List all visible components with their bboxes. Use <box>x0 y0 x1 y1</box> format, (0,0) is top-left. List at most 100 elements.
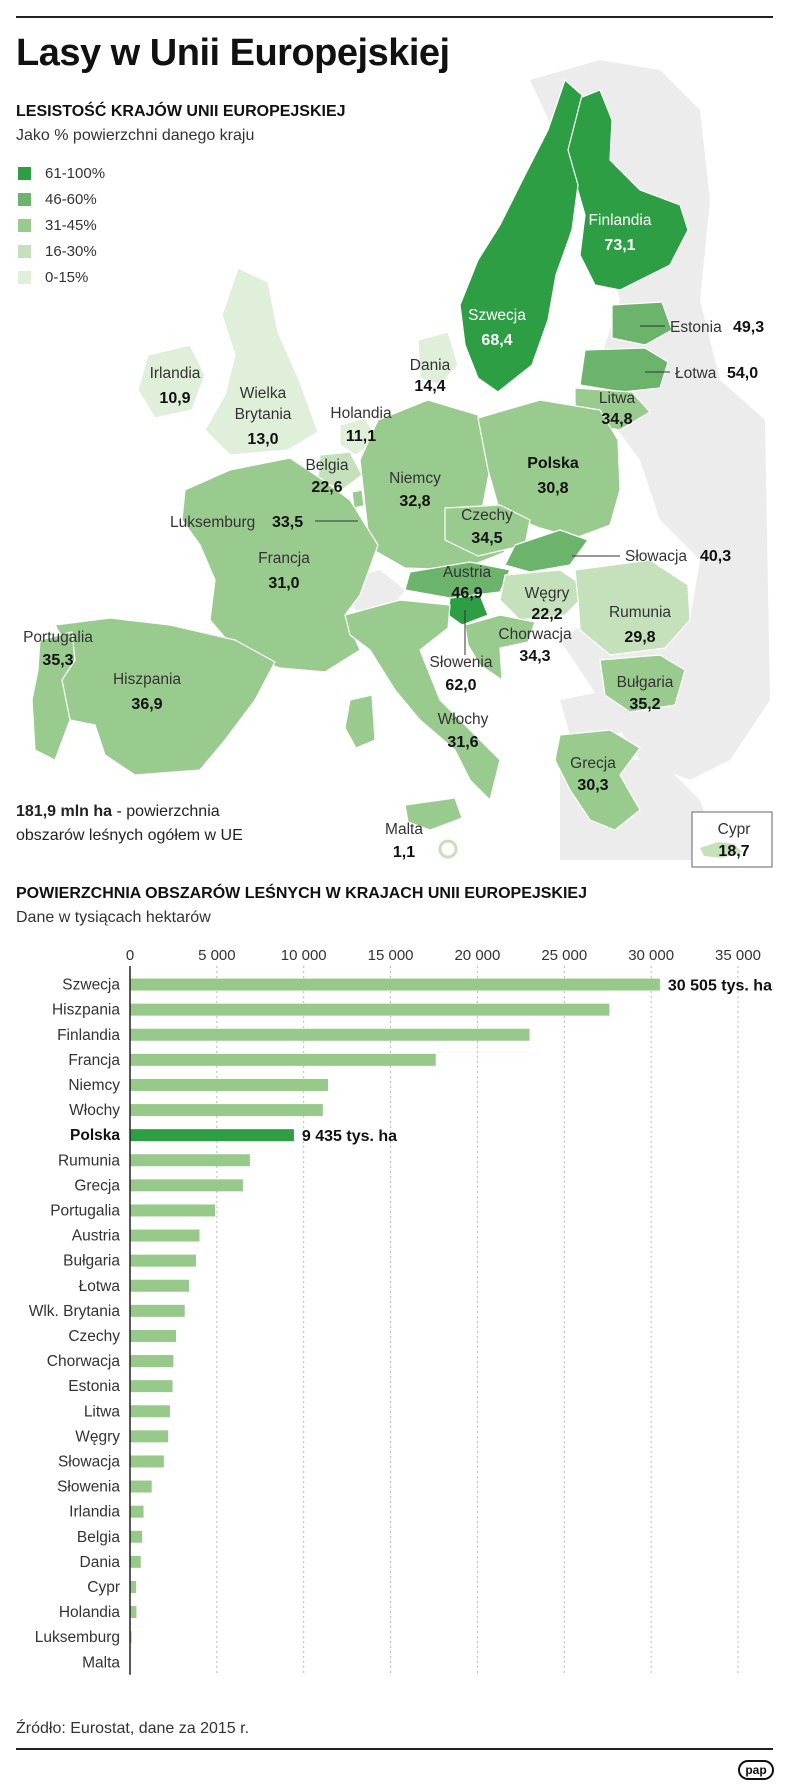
bar-1 <box>130 1003 610 1016</box>
map-val-finlandia: 73,1 <box>604 237 635 254</box>
category-label: Finlandia <box>57 1027 120 1044</box>
map-val-bulgaria: 35,2 <box>629 696 660 713</box>
legend-swatch <box>18 270 31 284</box>
map-name-wegry: Węgry <box>525 585 570 602</box>
country-chorwacja <box>464 614 536 681</box>
country-lotwa <box>579 347 669 393</box>
map-name-hiszpania: Hiszpania <box>113 671 181 688</box>
chart-tick-labels: 0 5 000 10 000 15 000 20 000 25 000 30 000 35 0… <box>126 947 761 964</box>
forest-area-bar-chart: 0 5 000 10 000 15 000 20 000 25 000 30 000 35 0… <box>29 947 772 1675</box>
x-tick-label: 30 000 <box>628 947 674 964</box>
map-name-lotwa: Łotwa <box>675 365 717 382</box>
legend-item: 0-15% <box>18 264 105 290</box>
bar-8 <box>130 1179 243 1192</box>
x-tick-label: 0 <box>126 947 134 964</box>
map-name-niemcy: Niemcy <box>389 470 441 487</box>
legend-swatch <box>18 192 31 206</box>
map-val-dania: 14,4 <box>414 378 445 395</box>
map-val-slowenia: 62,0 <box>445 677 476 694</box>
map-val-malta: 1,1 <box>393 844 415 861</box>
country-szwecja <box>459 79 583 393</box>
bar-5 <box>130 1104 323 1117</box>
map-val-luksemburg: 33,5 <box>272 514 303 531</box>
map-val-polska: 30,8 <box>537 480 568 497</box>
europe-forest-map: Finlandia 73,1 Szwecja 68,4 Estonia 49,3… <box>23 60 773 868</box>
bar-4 <box>130 1078 329 1091</box>
bar-13 <box>130 1304 185 1317</box>
bar-26 <box>130 1631 132 1644</box>
legend-swatch <box>18 244 31 258</box>
map-val-chorwacja: 34,3 <box>519 648 550 665</box>
country-rumunia <box>574 559 691 656</box>
map-name-szwecja: Szwecja <box>468 307 526 324</box>
bar-11 <box>130 1254 197 1267</box>
source-note: Źródło: Eurostat, dane za 2015 r. <box>16 1720 250 1737</box>
bar-19 <box>130 1455 164 1468</box>
map-val-wielka-brytania: 13,0 <box>247 431 278 448</box>
x-tick-label: 20 000 <box>454 947 500 964</box>
legend-label: 31-45% <box>45 216 97 234</box>
bar-15 <box>130 1355 174 1368</box>
legend-label: 0-15% <box>45 268 89 286</box>
chart-gridlines <box>216 966 739 1675</box>
category-label: Austria <box>72 1228 121 1245</box>
legend-item: 16-30% <box>18 238 105 264</box>
total-forest-text: - powierzchnia obszarów leśnych ogółem w… <box>16 803 243 844</box>
map-val-irlandia: 10,9 <box>159 390 190 407</box>
legend-swatch <box>18 218 31 232</box>
map-name-bulgaria: Bułgaria <box>617 674 674 691</box>
map-countries <box>31 79 691 831</box>
page-title: Lasy w Unii Europejskiej <box>16 32 450 74</box>
map-name-estonia: Estonia <box>670 319 722 336</box>
map-name-litwa: Litwa <box>599 390 636 407</box>
category-label: Belgia <box>77 1529 120 1546</box>
country-luksemburg <box>351 489 365 509</box>
category-label: Słowenia <box>57 1479 120 1496</box>
country-polska <box>477 399 621 539</box>
map-val-niemcy: 32,8 <box>399 493 430 510</box>
category-label: Malta <box>82 1654 120 1671</box>
bar-0 <box>130 978 660 991</box>
category-label: Bułgaria <box>63 1253 120 1270</box>
x-tick-label: 5 000 <box>198 947 236 964</box>
category-label: Luksemburg <box>35 1629 120 1646</box>
category-label: Niemcy <box>68 1077 120 1094</box>
category-label: Węgry <box>75 1428 120 1445</box>
legend-item: 46-60% <box>18 186 105 212</box>
country-wegry <box>499 569 591 621</box>
malta-marker <box>438 839 458 859</box>
category-label: Łotwa <box>79 1278 121 1295</box>
map-name-francja: Francja <box>258 550 310 567</box>
category-label: Czechy <box>68 1328 120 1345</box>
map-name-belgia: Belgia <box>305 457 348 474</box>
country-estonia <box>611 301 673 346</box>
map-name-malta: Malta <box>385 821 423 838</box>
legend-label: 46-60% <box>45 190 97 208</box>
category-label: Szwecja <box>62 977 120 994</box>
bar-14 <box>130 1329 177 1342</box>
bottom-rule <box>16 1748 773 1750</box>
bar-10 <box>130 1229 200 1242</box>
map-val-grecja: 30,3 <box>577 777 608 794</box>
bar-18 <box>130 1430 169 1443</box>
category-label: Holandia <box>59 1604 121 1621</box>
category-label: Grecja <box>74 1177 120 1194</box>
map-val-wlochy: 31,6 <box>447 734 478 751</box>
bar-12 <box>130 1279 190 1292</box>
x-tick-label: 10 000 <box>281 947 327 964</box>
chart-subtitle: Dane w tysiącach hektarów <box>16 909 211 926</box>
bar-9 <box>130 1204 216 1217</box>
map-val-czechy: 34,5 <box>471 530 502 547</box>
map-val-belgia: 22,6 <box>311 479 342 496</box>
country-wlochy <box>344 599 501 801</box>
country-cypr <box>700 842 742 858</box>
map-name-irlandia: Irlandia <box>150 365 201 382</box>
map-name-slowenia: Słowenia <box>430 654 493 671</box>
bar-21 <box>130 1505 144 1518</box>
country-wielka-brytania <box>204 267 319 456</box>
country-dania <box>417 331 459 386</box>
map-name-austria: Austria <box>443 564 492 581</box>
country-austria <box>404 561 511 599</box>
map-val-holandia: 11,1 <box>346 428 376 445</box>
category-label: Słowacja <box>58 1453 120 1470</box>
